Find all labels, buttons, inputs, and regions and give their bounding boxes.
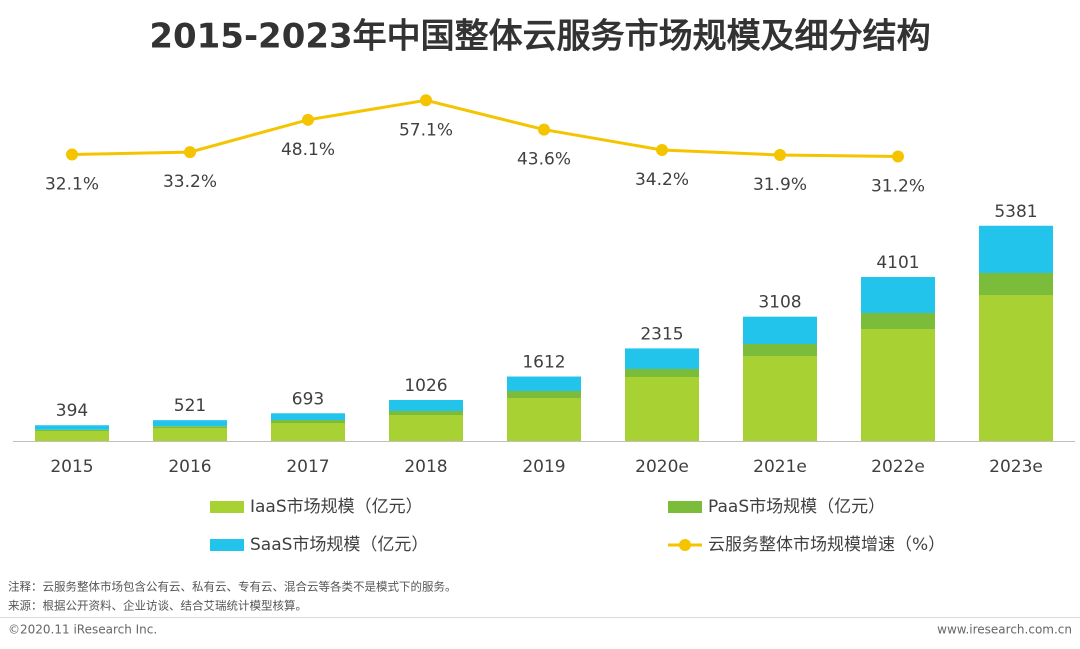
growth-label: 31.9%: [753, 175, 807, 195]
bar-segment: [743, 344, 817, 356]
growth-point: [302, 113, 314, 126]
growth-line: [71, 98, 899, 158]
bar-segment: [861, 313, 935, 329]
bar-segment: [389, 411, 463, 415]
growth-label: 43.6%: [517, 150, 571, 170]
bar-segment: [507, 376, 581, 391]
bar-segment: [625, 377, 699, 441]
bar-segment: [625, 348, 699, 369]
x-tick-label: 2019: [522, 457, 565, 477]
growth-point: [538, 123, 550, 136]
growth-label: 32.1%: [45, 175, 99, 195]
total-label: 5381: [994, 202, 1037, 222]
growth-label: 33.2%: [163, 172, 217, 192]
x-tick-label: 2018: [404, 457, 447, 477]
legend-marker: [679, 539, 691, 551]
bar-segment: [743, 356, 817, 441]
bar-segment: [743, 316, 817, 344]
legend-label: 云服务整体市场规模增速（%）: [708, 535, 945, 555]
note: 来源：根据公开资料、企业访谈、结合艾瑞统计模型核算。: [8, 599, 307, 613]
x-tick-label: 2020e: [635, 457, 689, 477]
legend-swatch: [668, 501, 702, 513]
growth-point: [66, 148, 78, 161]
bar-segment: [271, 413, 345, 420]
bar-segment: [861, 276, 935, 313]
legend-swatch: [210, 539, 244, 551]
x-tick-label: 2023e: [989, 457, 1043, 477]
bar-segment: [507, 398, 581, 441]
total-label: 693: [292, 389, 324, 409]
growth-label: 31.2%: [871, 176, 925, 196]
x-tick-label: 2016: [168, 457, 211, 477]
total-label: 2315: [640, 324, 683, 344]
bar-segment: [507, 391, 581, 398]
x-tick-label: 2017: [286, 457, 329, 477]
growth-point: [892, 150, 904, 163]
total-label: 394: [56, 401, 88, 421]
legend-label: IaaS市场规模（亿元）: [250, 497, 423, 517]
chart-title: 2015-2023年中国整体云服务市场规模及细分结构: [149, 17, 930, 57]
bar-segment: [979, 273, 1053, 295]
note: 注释：云服务整体市场包含公有云、私有云、专有云、混合云等各类不是模式下的服务。: [8, 580, 457, 594]
growth-point: [774, 148, 786, 161]
total-label: 521: [174, 396, 206, 416]
bar-segment: [625, 369, 699, 377]
bar-segment: [389, 415, 463, 441]
total-label: 3108: [758, 293, 801, 313]
bar-segment: [979, 225, 1053, 273]
legend-label: PaaS市场规模（亿元）: [708, 497, 885, 517]
total-label: 4101: [876, 253, 919, 273]
bar-segment: [861, 329, 935, 441]
bar-segment: [35, 429, 109, 431]
growth-label: 57.1%: [399, 120, 453, 140]
x-tick-label: 2015: [50, 457, 93, 477]
total-label: 1026: [404, 376, 447, 396]
bar-segment: [389, 399, 463, 411]
bar-segment: [35, 425, 109, 430]
legend-swatch: [210, 501, 244, 513]
growth-point: [184, 146, 196, 159]
bar-segment: [153, 428, 227, 441]
bar-segment: [35, 431, 109, 441]
bar-segment: [271, 423, 345, 441]
growth-point: [656, 143, 668, 156]
legend-label: SaaS市场规模（亿元）: [250, 535, 428, 555]
bar-segment: [153, 426, 227, 428]
bar-segment: [979, 295, 1053, 441]
x-tick-label: 2021e: [753, 457, 807, 477]
total-label: 1612: [522, 353, 565, 373]
footer-left: ©2020.11 iResearch Inc.: [8, 623, 157, 637]
growth-label: 48.1%: [281, 140, 335, 160]
x-tick-label: 2022e: [871, 457, 925, 477]
growth-point: [420, 94, 432, 107]
footer-right: www.iresearch.com.cn: [937, 623, 1072, 637]
bar-segment: [271, 420, 345, 423]
growth-label: 34.2%: [635, 170, 689, 190]
bar-segment: [153, 420, 227, 427]
